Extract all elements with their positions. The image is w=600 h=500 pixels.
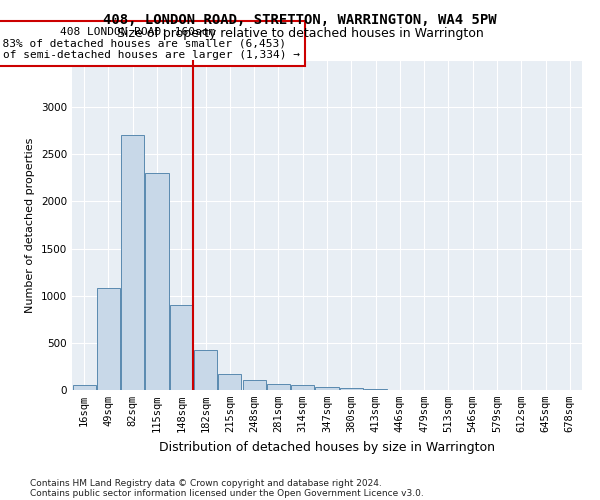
Text: Size of property relative to detached houses in Warrington: Size of property relative to detached ho… <box>116 28 484 40</box>
Text: Contains HM Land Registry data © Crown copyright and database right 2024.: Contains HM Land Registry data © Crown c… <box>30 478 382 488</box>
X-axis label: Distribution of detached houses by size in Warrington: Distribution of detached houses by size … <box>159 440 495 454</box>
Bar <box>267 384 290 390</box>
Text: 408 LONDON ROAD: 160sqm
← 83% of detached houses are smaller (6,453)
17% of semi: 408 LONDON ROAD: 160sqm ← 83% of detache… <box>0 27 299 60</box>
Bar <box>121 136 144 390</box>
Text: 408, LONDON ROAD, STRETTON, WARRINGTON, WA4 5PW: 408, LONDON ROAD, STRETTON, WARRINGTON, … <box>103 12 497 26</box>
Bar <box>73 386 95 390</box>
Bar <box>218 374 241 390</box>
Bar <box>364 389 387 390</box>
Y-axis label: Number of detached properties: Number of detached properties <box>25 138 35 312</box>
Bar <box>170 305 193 390</box>
Bar <box>242 380 266 390</box>
Bar <box>340 388 363 390</box>
Bar <box>97 288 120 390</box>
Bar <box>316 387 338 390</box>
Bar <box>145 173 169 390</box>
Bar <box>291 386 314 390</box>
Text: Contains public sector information licensed under the Open Government Licence v3: Contains public sector information licen… <box>30 488 424 498</box>
Bar <box>194 350 217 390</box>
